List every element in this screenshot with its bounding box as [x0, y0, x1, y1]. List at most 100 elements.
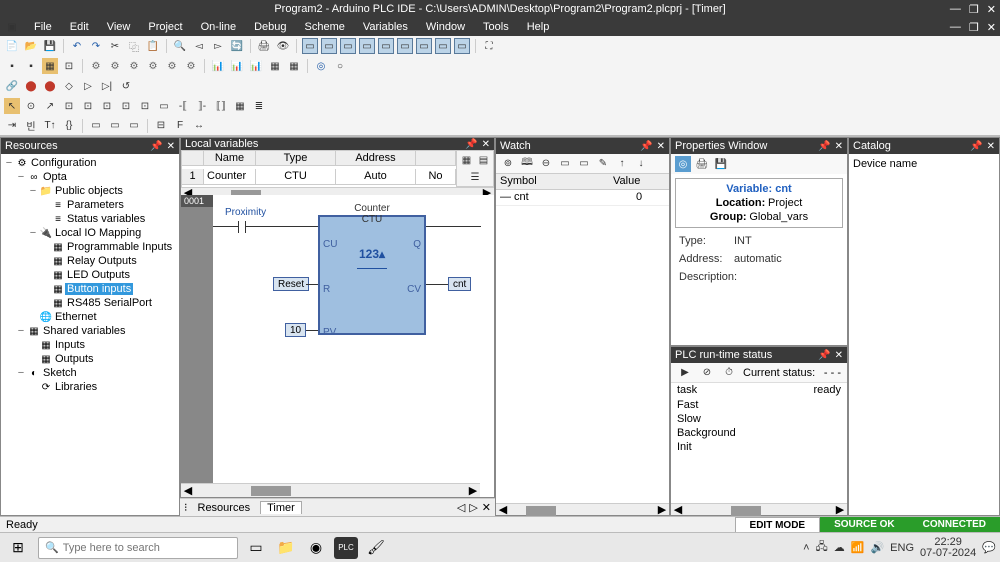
watch-symbol[interactable]: — cnt [496, 190, 609, 206]
tb5-1-icon[interactable]: ⇥ [4, 118, 20, 134]
tb4-7-icon[interactable]: ⊡ [118, 98, 134, 114]
tb5-3-icon[interactable]: T↑ [42, 118, 58, 134]
gear-5-icon[interactable]: ⚙ [164, 58, 180, 74]
tb4-3-icon[interactable]: ↗ [42, 98, 58, 114]
wt-3-icon[interactable]: ⊖ [538, 156, 554, 172]
pin-icon[interactable]: 📌 [640, 141, 652, 152]
watch-scrollbar[interactable]: ◀ ▶ [496, 503, 669, 515]
reset-box[interactable]: Reset [273, 277, 309, 291]
tb4-12-icon[interactable]: ⟦⟧ [213, 98, 229, 114]
tree-node[interactable]: −▦Shared variables [3, 324, 177, 338]
gear-6-icon[interactable]: ⚙ [183, 58, 199, 74]
scroll-thumb[interactable] [526, 506, 556, 516]
app-icon[interactable]: 🖌 [364, 537, 388, 559]
new-icon[interactable]: 📄 [4, 38, 20, 54]
wt-2-icon[interactable]: 🕮 [519, 156, 535, 172]
grid-2-icon[interactable]: ▦ [286, 58, 302, 74]
tree-label[interactable]: Parameters [65, 199, 126, 211]
tb4-9-icon[interactable]: ▭ [156, 98, 172, 114]
wt-up-icon[interactable]: ↑ [614, 156, 630, 172]
task-view-icon[interactable]: ▭ [244, 537, 268, 559]
fbd-editor[interactable]: 0001 Counter CTU CU R PV Q CV 123▴ Proxi… [180, 195, 495, 498]
target-icon[interactable]: ◎ [313, 58, 329, 74]
tree-label[interactable]: Local IO Mapping [53, 227, 143, 239]
mdi-close[interactable]: ✕ [987, 21, 996, 34]
tb-window-5-icon[interactable]: ▭ [378, 38, 394, 54]
tab-nav-right-icon[interactable]: ▷ [469, 501, 477, 514]
tree-node[interactable]: −∞Opta [3, 170, 177, 184]
tab-close-icon[interactable]: ✕ [482, 501, 491, 514]
pin-icon[interactable]: 📌 [970, 141, 982, 152]
menu-view[interactable]: View [103, 21, 135, 33]
scroll-thumb[interactable] [731, 506, 761, 516]
preview-icon[interactable]: 👁 [275, 38, 291, 54]
tree-toggle-icon[interactable]: − [15, 171, 27, 183]
tb5-7-icon[interactable]: ▭ [126, 118, 142, 134]
tree-toggle-icon[interactable] [27, 339, 39, 351]
tray-lang[interactable]: ENG [890, 542, 914, 554]
tree-toggle-icon[interactable] [39, 255, 51, 267]
pin-icon[interactable]: 📌 [818, 141, 830, 152]
tree-toggle-icon[interactable] [27, 311, 39, 323]
tree-node[interactable]: ▦RS485 SerialPort [3, 296, 177, 310]
tree-node[interactable]: ▦Programmable Inputs [3, 240, 177, 254]
rt-timer-icon[interactable]: ⏱ [721, 365, 737, 381]
tree-label[interactable]: Ethernet [53, 311, 99, 323]
connect-icon[interactable]: 🔗 [4, 78, 20, 94]
lv-add-icon[interactable]: ▤ [476, 152, 492, 168]
find-icon[interactable]: 🔍 [172, 38, 188, 54]
tab-nav-left-icon[interactable]: ◁ [457, 501, 465, 514]
tree-label[interactable]: Outputs [53, 353, 96, 365]
resources-tree[interactable]: −⚙Configuration−∞Opta−📁Public objects ≡P… [1, 154, 179, 515]
tree-label[interactable]: Inputs [53, 339, 87, 351]
tree-label[interactable]: Programmable Inputs [65, 241, 174, 253]
tb5-10-icon[interactable]: ↔ [191, 118, 207, 134]
tree-node[interactable]: ≡Status variables [3, 212, 177, 226]
tree-node[interactable]: ≡Parameters [3, 198, 177, 212]
wt-1-icon[interactable]: ⊚ [500, 156, 516, 172]
tree-toggle-icon[interactable] [39, 283, 51, 295]
scroll-right-icon[interactable]: ▶ [466, 484, 480, 497]
tree-toggle-icon[interactable]: − [27, 227, 39, 239]
start-button[interactable]: ⊞ [4, 537, 32, 559]
tree-node[interactable]: ▦Outputs [3, 352, 177, 366]
pv-box[interactable]: 10 [285, 323, 306, 337]
print-icon[interactable]: 🖨 [256, 38, 272, 54]
tb5-2-icon[interactable]: 빈 [23, 118, 39, 134]
search-input[interactable] [63, 542, 231, 554]
tray-notifications-icon[interactable]: 💬 [982, 541, 996, 554]
pt-save-icon[interactable]: 💾 [713, 156, 729, 172]
tb4-10-icon[interactable]: -⟦ [175, 98, 191, 114]
tree-label[interactable]: RS485 SerialPort [65, 297, 154, 309]
fullscreen-icon[interactable]: ⛶ [481, 38, 497, 54]
tree-toggle-icon[interactable] [39, 213, 51, 225]
lv-grid-icon[interactable]: ▦ [459, 152, 475, 168]
tree-label[interactable]: Configuration [29, 157, 98, 169]
pin-icon[interactable]: 📌 [150, 141, 162, 152]
tb4-6-icon[interactable]: ⊡ [99, 98, 115, 114]
wt-down-icon[interactable]: ↓ [633, 156, 649, 172]
tree-node[interactable]: 🌐Ethernet [3, 310, 177, 324]
explorer-icon[interactable]: 📁 [274, 537, 298, 559]
tray-cloud-icon[interactable]: ☁ [834, 541, 845, 554]
mdi-restore[interactable]: ❐ [969, 21, 979, 34]
menu-project[interactable]: Project [144, 21, 186, 33]
fbd-counter-block[interactable]: Counter CTU CU R PV Q CV 123▴ [318, 215, 426, 335]
tree-node[interactable]: −◐Sketch [3, 366, 177, 380]
tree-toggle-icon[interactable] [39, 241, 51, 253]
tb-window-6-icon[interactable]: ▭ [397, 38, 413, 54]
contact-icon[interactable] [233, 221, 251, 233]
redo-icon[interactable]: ↷ [88, 38, 104, 54]
pin-icon[interactable]: 📌 [465, 139, 477, 150]
close-panel-icon[interactable]: ✕ [987, 141, 995, 152]
scroll-left-icon[interactable]: ◀ [181, 484, 195, 497]
tray-volume-icon[interactable]: 🔊 [870, 541, 884, 554]
tree-label[interactable]: Opta [41, 171, 69, 183]
pin-icon[interactable]: 📌 [818, 350, 830, 361]
cnt-box[interactable]: cnt [448, 277, 471, 291]
tree-toggle-icon[interactable] [39, 297, 51, 309]
tb-window-7-icon[interactable]: ▭ [416, 38, 432, 54]
step-icon[interactable]: ▷| [99, 78, 115, 94]
tb4-5-icon[interactable]: ⊡ [80, 98, 96, 114]
tb4-8-icon[interactable]: ⊡ [137, 98, 153, 114]
